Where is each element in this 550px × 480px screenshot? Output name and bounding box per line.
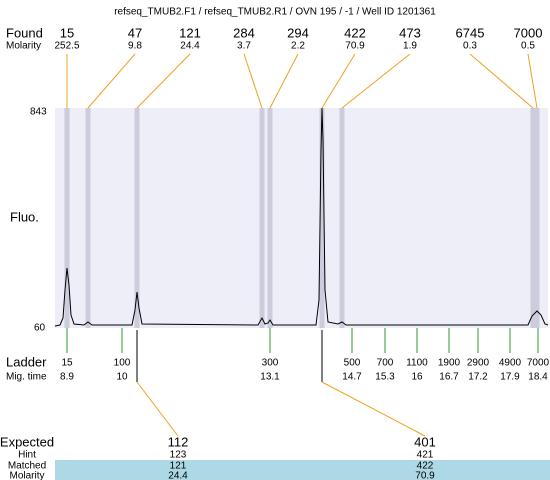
matched-label: Matched [8,461,46,472]
molarity-value: 3.7 [237,41,251,52]
mig-time: 10 [116,372,128,383]
peak-connector [136,53,191,109]
hint-label: Hint [18,450,36,461]
ladder-size: 300 [262,358,279,369]
peak-band [64,108,70,328]
mig-time: 8.9 [60,372,74,383]
peak-connector [269,53,299,109]
mig-time: 17.2 [468,372,488,383]
ladder-size: 15 [61,358,73,369]
ladder-size: 2900 [467,358,490,369]
expected-value: 401 [414,434,436,449]
found-value: 47 [128,25,142,40]
mig-time: 14.7 [342,372,362,383]
molarity-value: 2.2 [291,41,305,52]
molarity-value: 252.5 [54,41,79,52]
peak-band [339,108,345,328]
plot-area [55,108,548,328]
molarity-value: 70.9 [345,41,365,52]
mig-time: 18.4 [528,372,548,383]
peak-connector [341,53,411,109]
matched-value: 422 [417,461,434,472]
peak-connector [243,53,263,109]
peak-band [134,108,140,328]
found-value: 7000 [514,25,543,40]
ladder-size: 1900 [438,358,461,369]
peak-connector [321,53,356,109]
ladder-label: Ladder [6,354,47,369]
matched-value: 121 [170,461,187,472]
axis-label: Fluo. [10,209,39,224]
ladder-size: 7000 [527,358,550,369]
matched-molarity-value: 24.4 [168,471,188,480]
molarity-value: 1.9 [403,41,417,52]
peak-connector [469,53,534,109]
peak-band [259,108,265,328]
axis-max: 843 [30,107,47,118]
found-value: 15 [60,25,74,40]
peak-band [85,108,91,328]
hint-value: 421 [417,450,434,461]
peak-band [534,108,540,328]
ladder-size: 4900 [499,358,522,369]
found-label: Found [6,25,43,40]
molarity-value: 24.4 [180,41,200,52]
mig-time: 15.3 [375,372,395,383]
axis-min: 60 [34,323,46,334]
matched-band [55,460,550,480]
ladder-size: 700 [377,358,394,369]
found-value: 473 [399,25,421,40]
mig-time: 16.7 [439,372,459,383]
peak-connector [527,53,538,109]
peak-band [319,108,325,328]
molarity-value: 0.3 [463,41,477,52]
expected-value: 112 [168,434,189,449]
molarity-value: 9.8 [128,41,142,52]
mig-time: 13.1 [260,372,280,383]
peak-connector [87,53,136,109]
ladder-size: 1100 [406,358,428,369]
title: refseq_TMUB2.F1 / refseq_TMUB2.R1 / OVN … [114,7,436,18]
found-value: 422 [344,25,366,40]
molarity-label: Molarity [6,41,41,52]
expected-label: Expected [0,434,54,449]
trace [54,107,549,327]
mig-time: 17.9 [500,372,520,383]
expected-connector [136,381,179,437]
ladder-size: 100 [114,358,131,369]
expected-connector [321,381,426,437]
found-value: 6745 [456,25,485,40]
ladder-size: 500 [344,358,361,369]
mig-time: 16 [411,372,423,383]
matched-molarity-label: Molarity [9,471,44,480]
found-value: 121 [179,25,201,40]
matched-molarity-value: 70.9 [415,471,435,480]
peak-band [267,108,273,328]
found-value: 294 [287,25,309,40]
peak-band [530,108,536,328]
molarity-value: 0.5 [521,41,535,52]
mig-time-label: Mig. time [6,372,47,383]
hint-value: 123 [170,450,187,461]
found-value: 284 [233,25,255,40]
